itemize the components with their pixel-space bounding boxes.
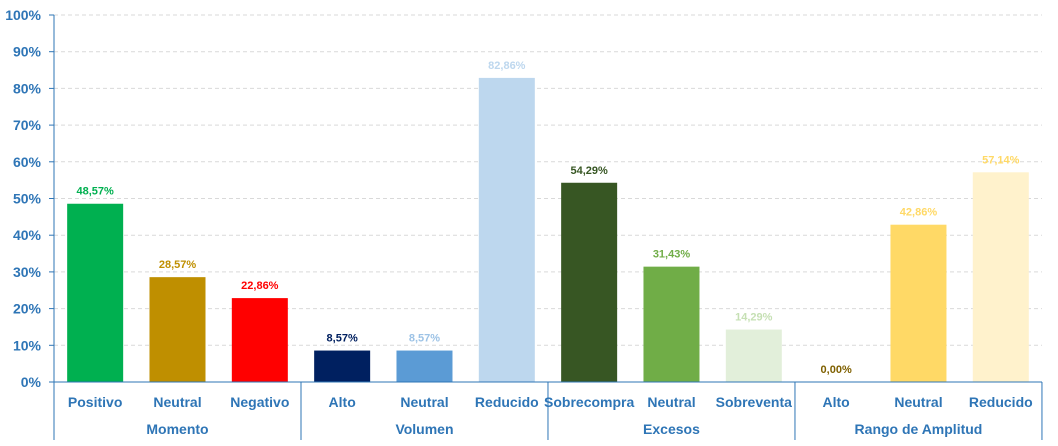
y-tick-label: 20% [13, 301, 42, 317]
category-label: Positivo [68, 394, 122, 410]
category-label: Reducido [475, 394, 539, 410]
data-label: 14,29% [735, 312, 773, 324]
category-labels: Positivo Neutral Negativo Alto Neutral Reduci… [68, 394, 1033, 410]
y-tick-label: 40% [13, 227, 42, 243]
y-tick-label: 80% [13, 80, 42, 96]
category-label: Neutral [894, 394, 942, 410]
y-tick-label: 30% [13, 264, 42, 280]
bar [561, 182, 618, 382]
group-labels: Momento Volumen Excesos Rango de Amplitud [146, 421, 982, 437]
bar [725, 329, 782, 382]
data-label: 8,57% [409, 333, 440, 345]
y-tick-label: 90% [13, 44, 42, 60]
data-label: 82,86% [488, 60, 526, 72]
bars [67, 77, 1029, 382]
data-label: 22,86% [241, 280, 279, 292]
data-label: 0,00% [821, 364, 852, 376]
data-label: 57,14% [982, 154, 1020, 166]
group-label: Volumen [395, 421, 453, 437]
group-label: Excesos [643, 421, 700, 437]
category-label: Neutral [400, 394, 448, 410]
data-label: 42,86% [900, 207, 938, 219]
data-label: 28,57% [159, 259, 197, 271]
category-label: Reducido [969, 394, 1033, 410]
bar [314, 350, 371, 382]
group-label: Momento [146, 421, 208, 437]
bar [396, 350, 453, 382]
y-axis-ticks: 0% 10% 20% 30% 40% 50% 60% 70% 80% 90% 100% [5, 7, 41, 390]
bar [972, 172, 1029, 382]
y-tick-label: 50% [13, 191, 42, 207]
y-tick-label: 60% [13, 154, 42, 170]
category-label: Negativo [230, 394, 289, 410]
data-label: 8,57% [327, 333, 358, 345]
data-labels: 48,57% 28,57% 22,86% 8,57% 8,57% 82,86% 54,29%… [77, 60, 1020, 376]
bar [231, 298, 288, 382]
y-tick-label: 70% [13, 117, 42, 133]
bar [478, 77, 535, 382]
category-label: Neutral [153, 394, 201, 410]
axes [49, 14, 1043, 440]
bar [67, 203, 124, 382]
bar [149, 277, 206, 382]
data-label: 54,29% [570, 165, 608, 177]
data-label: 48,57% [77, 186, 115, 198]
gridlines [54, 14, 1042, 346]
category-label: Alto [329, 394, 356, 410]
bar [890, 224, 947, 382]
y-tick-label: 0% [21, 374, 42, 390]
y-tick-label: 10% [13, 337, 42, 353]
y-tick-label: 100% [5, 7, 41, 23]
group-label: Rango de Amplitud [855, 421, 983, 437]
category-label: Sobrecompra [544, 394, 634, 410]
bar [643, 266, 700, 382]
category-label: Alto [823, 394, 850, 410]
category-label: Sobreventa [716, 394, 792, 410]
category-label: Neutral [647, 394, 695, 410]
data-label: 31,43% [653, 249, 691, 261]
